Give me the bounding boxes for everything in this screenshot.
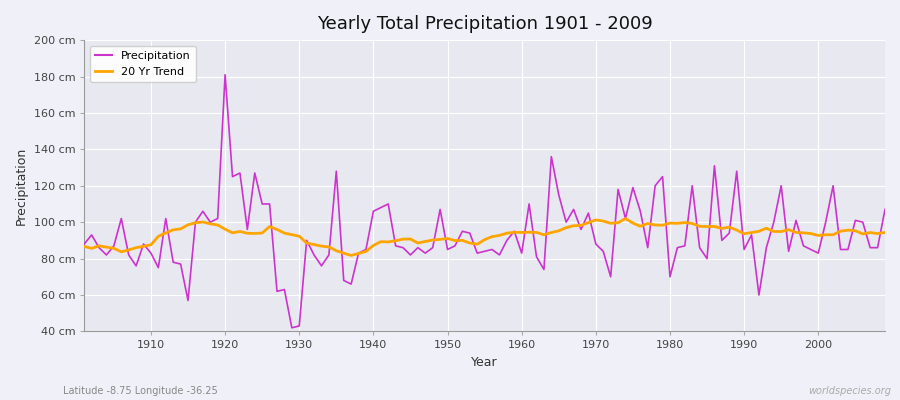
X-axis label: Year: Year xyxy=(472,356,498,369)
Y-axis label: Precipitation: Precipitation xyxy=(15,147,28,225)
Text: Latitude -8.75 Longitude -36.25: Latitude -8.75 Longitude -36.25 xyxy=(63,386,218,396)
Title: Yearly Total Precipitation 1901 - 2009: Yearly Total Precipitation 1901 - 2009 xyxy=(317,15,652,33)
Legend: Precipitation, 20 Yr Trend: Precipitation, 20 Yr Trend xyxy=(90,46,196,82)
Text: worldspecies.org: worldspecies.org xyxy=(808,386,891,396)
